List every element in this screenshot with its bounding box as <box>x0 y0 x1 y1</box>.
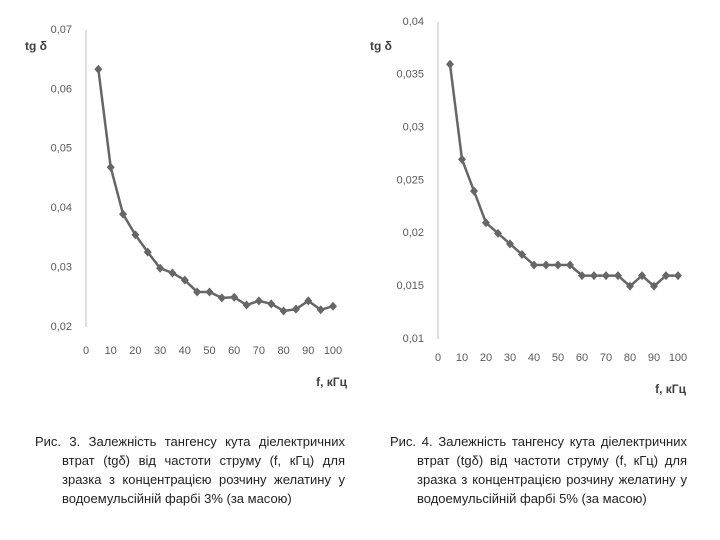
y-tick-label: 0,02 <box>403 227 424 239</box>
caption: Рис. 4. Залежність тангенсу кута діелект… <box>390 434 687 506</box>
x-tick-label: 60 <box>576 352 588 364</box>
y-axis-title: tg δ <box>25 39 47 53</box>
x-tick-label: 40 <box>179 345 191 357</box>
x-tick-label: 10 <box>105 345 117 357</box>
x-tick-label: 90 <box>648 352 660 364</box>
x-tick-label: 80 <box>624 352 636 364</box>
x-tick-label: 50 <box>552 352 564 364</box>
x-tick-label: 20 <box>129 345 141 357</box>
marker <box>542 260 550 270</box>
marker <box>662 271 670 281</box>
y-tick-label: 0,04 <box>51 202 72 214</box>
marker <box>578 271 586 281</box>
marker <box>94 64 103 74</box>
marker <box>329 301 337 311</box>
y-tick-label: 0,05 <box>51 143 72 155</box>
marker <box>279 306 288 316</box>
y-tick-label: 0,03 <box>403 122 424 134</box>
x-tick-label: 100 <box>669 352 687 364</box>
caption: Рис. 3. Залежність тангенсу кута діелект… <box>35 434 345 506</box>
y-tick-label: 0,04 <box>403 16 424 28</box>
marker <box>119 209 128 219</box>
marker <box>205 287 214 297</box>
x-tick-label: 20 <box>480 352 492 364</box>
marker <box>304 296 313 306</box>
marker <box>494 228 502 238</box>
marker <box>590 271 598 281</box>
marker <box>674 271 682 281</box>
marker <box>156 263 165 273</box>
marker <box>554 260 562 270</box>
marker <box>470 186 478 196</box>
x-tick-label: 80 <box>277 345 289 357</box>
x-axis-title: f, кГц <box>655 382 686 396</box>
marker <box>482 218 490 228</box>
marker <box>316 305 325 315</box>
marker <box>168 268 177 278</box>
x-tick-label: 30 <box>504 352 516 364</box>
line <box>448 64 678 288</box>
marker <box>458 154 466 164</box>
marker <box>230 292 239 302</box>
x-tick-label: 10 <box>456 352 468 364</box>
marker <box>446 59 454 69</box>
marker <box>530 260 538 270</box>
marker <box>193 287 202 297</box>
x-tick-label: 60 <box>228 345 240 357</box>
x-tick-label: 70 <box>600 352 612 364</box>
marker <box>506 239 514 249</box>
marker <box>267 299 276 309</box>
marker <box>602 271 610 281</box>
x-tick-label: 30 <box>154 345 166 357</box>
y-tick-label: 0,02 <box>51 321 72 333</box>
marker <box>291 304 300 314</box>
marker <box>242 300 251 310</box>
marker <box>518 249 526 259</box>
y-tick-label: 0,035 <box>396 69 424 81</box>
marker <box>638 271 646 281</box>
x-axis-title: f, кГц <box>316 375 347 389</box>
marker <box>131 230 140 240</box>
x-tick-label: 70 <box>253 345 265 357</box>
marker <box>566 260 574 270</box>
marker <box>217 293 226 303</box>
x-tick-label: 40 <box>528 352 540 364</box>
y-tick-label: 0,025 <box>396 174 424 186</box>
x-tick-label: 0 <box>435 352 441 364</box>
marker <box>143 247 152 257</box>
x-tick-label: 100 <box>324 345 342 357</box>
y-tick-label: 0,07 <box>51 24 72 36</box>
y-tick-label: 0,01 <box>403 333 424 345</box>
y-tick-label: 0,06 <box>51 83 72 95</box>
marker <box>180 275 189 285</box>
marker <box>106 162 115 172</box>
marker <box>614 271 622 281</box>
y-axis-title: tg δ <box>370 39 392 53</box>
marker <box>254 296 263 306</box>
x-tick-label: 0 <box>83 345 89 357</box>
y-tick-label: 0,015 <box>396 280 424 292</box>
x-tick-label: 90 <box>302 345 314 357</box>
marker <box>626 281 634 291</box>
y-tick-label: 0,03 <box>51 262 72 274</box>
line <box>97 69 334 313</box>
x-tick-label: 50 <box>203 345 215 357</box>
marker <box>650 281 658 291</box>
